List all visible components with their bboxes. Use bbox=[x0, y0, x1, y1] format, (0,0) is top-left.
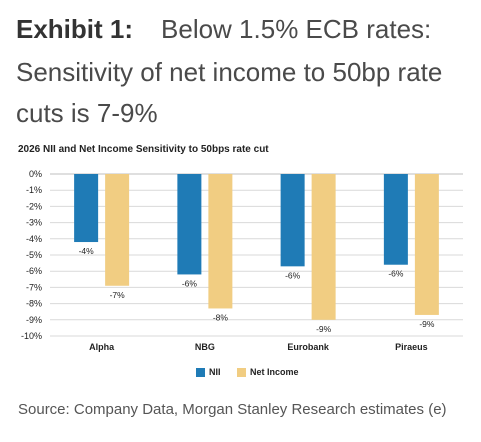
nii-bar bbox=[74, 174, 99, 243]
chart-legend: NII Net Income bbox=[0, 367, 481, 381]
exhibit-header: Exhibit 1: Below 1.5% ECB rates: Sensitiv… bbox=[16, 12, 474, 130]
y-tick-label: -1% bbox=[26, 185, 42, 195]
y-tick-label: -9% bbox=[26, 315, 42, 325]
y-tick-label: 0% bbox=[29, 169, 42, 179]
source-note: Source: Company Data, Morgan Stanley Res… bbox=[18, 401, 447, 418]
legend-swatch bbox=[237, 367, 246, 377]
x-category-label: Eurobank bbox=[287, 342, 330, 352]
y-tick-label: -7% bbox=[26, 282, 42, 292]
data-label: -8% bbox=[213, 312, 229, 322]
exhibit-title-line-2: Sensitivity of net income to 50bp rate bbox=[16, 57, 443, 87]
legend-swatch bbox=[196, 367, 205, 377]
x-category-label: Alpha bbox=[89, 342, 115, 352]
nii-bar bbox=[280, 174, 305, 267]
data-label: -7% bbox=[110, 290, 126, 300]
data-label: -9% bbox=[419, 319, 435, 329]
bar-chart: 0% -1% -2% -3% -4% -5% -6% -7% -8% -9% -10% -4% -7% A… bbox=[21, 169, 463, 352]
data-label: -9% bbox=[316, 324, 332, 334]
nii-bar bbox=[383, 174, 408, 265]
y-tick-label: -4% bbox=[26, 234, 42, 244]
nii-bar bbox=[177, 174, 202, 275]
legend-label: Net Income bbox=[250, 367, 299, 377]
legend-item-nii: NII bbox=[196, 367, 221, 377]
x-category-label: Piraeus bbox=[395, 342, 428, 352]
legend-label: NII bbox=[209, 367, 221, 377]
exhibit-title-line-3: cuts is 7-9% bbox=[16, 98, 158, 128]
y-tick-label: -10% bbox=[21, 331, 42, 341]
y-tick-label: -2% bbox=[26, 201, 42, 211]
exhibit-title-text-1: Below 1.5% ECB rates: bbox=[161, 14, 432, 44]
net-income-bar bbox=[311, 174, 336, 320]
net-income-bar bbox=[208, 174, 233, 309]
exhibit-label: Exhibit 1: bbox=[16, 14, 134, 44]
data-label: -6% bbox=[388, 269, 404, 279]
data-label: -4% bbox=[79, 246, 95, 256]
net-income-bar bbox=[105, 174, 130, 286]
net-income-bar bbox=[414, 174, 439, 315]
y-tick-label: -3% bbox=[26, 218, 42, 228]
data-label: -6% bbox=[182, 278, 198, 288]
legend-item-net-income: Net Income bbox=[237, 367, 299, 377]
data-label: -6% bbox=[285, 270, 301, 280]
y-tick-label: -8% bbox=[26, 299, 42, 309]
y-tick-label: -6% bbox=[26, 266, 42, 276]
chart-title: 2026 NII and Net Income Sensitivity to 5… bbox=[18, 144, 269, 155]
y-tick-label: -5% bbox=[26, 250, 42, 260]
exhibit-title-line-1: Exhibit 1: Below 1.5% ECB rates: bbox=[16, 12, 474, 46]
x-category-label: NBG bbox=[195, 342, 215, 352]
